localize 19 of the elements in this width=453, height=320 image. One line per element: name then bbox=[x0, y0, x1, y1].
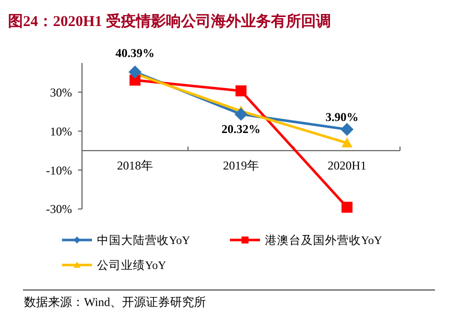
y-tick-label: 30% bbox=[50, 85, 72, 100]
source-note: 数据来源：Wind、开源证券研究所 bbox=[24, 295, 206, 309]
data-label: 40.39% bbox=[116, 46, 154, 60]
y-tick-label: 10% bbox=[50, 124, 72, 138]
y-tick-label: -10% bbox=[46, 163, 72, 178]
data-label: 20.32% bbox=[222, 122, 260, 136]
point bbox=[128, 65, 142, 78]
chart-title: 图24：2020H1 受疫情影响公司海外业务有所回调 bbox=[8, 13, 331, 30]
x-tick-label: 2019年 bbox=[223, 158, 259, 173]
point bbox=[340, 122, 354, 136]
point bbox=[236, 85, 246, 96]
legend-label: 中国大陆营收YoY bbox=[97, 234, 191, 248]
x-tick-label: 2020H1 bbox=[328, 158, 366, 173]
x-tick-label: 2018年 bbox=[117, 158, 153, 173]
legend-label: 港澳台及国外营收YoY bbox=[265, 234, 383, 248]
data-label: 3.90% bbox=[326, 110, 358, 124]
legend-label: 公司业绩YoY bbox=[97, 259, 167, 272]
y-tick-label: -30% bbox=[46, 202, 72, 216]
point bbox=[342, 202, 352, 213]
